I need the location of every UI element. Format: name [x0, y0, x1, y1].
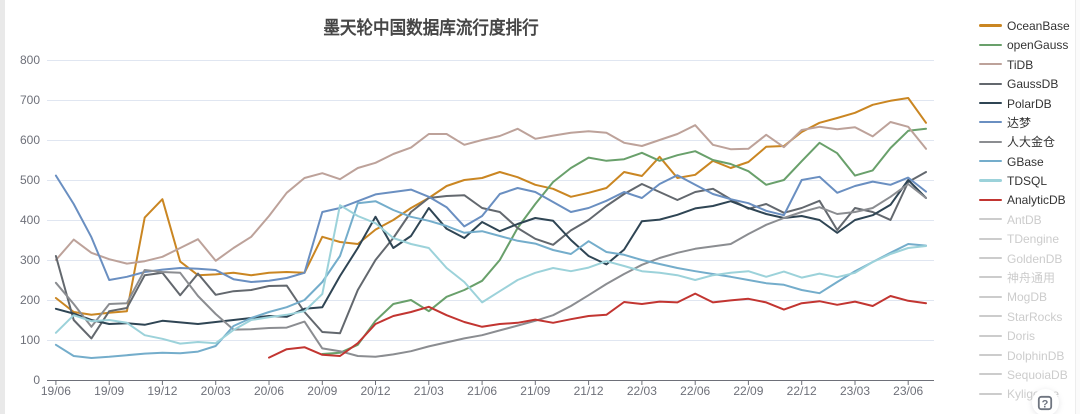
svg-text:200: 200: [20, 293, 40, 307]
svg-text:300: 300: [20, 253, 40, 267]
svg-text:19/06: 19/06: [41, 384, 71, 398]
svg-text:20/03: 20/03: [201, 384, 231, 398]
svg-text:20/09: 20/09: [307, 384, 337, 398]
svg-text:22/12: 22/12: [787, 384, 817, 398]
svg-text:400: 400: [20, 213, 40, 227]
svg-text:21/12: 21/12: [574, 384, 604, 398]
svg-text:0: 0: [33, 373, 40, 387]
svg-text:22/03: 22/03: [627, 384, 657, 398]
svg-text:19/09: 19/09: [94, 384, 124, 398]
svg-text:?: ?: [1042, 399, 1049, 411]
svg-text:500: 500: [20, 173, 40, 187]
svg-text:23/03: 23/03: [840, 384, 870, 398]
svg-text:20/12: 20/12: [360, 384, 390, 398]
svg-text:23/06: 23/06: [893, 384, 923, 398]
svg-text:19/12: 19/12: [147, 384, 177, 398]
svg-text:20/06: 20/06: [254, 384, 284, 398]
svg-text:800: 800: [20, 53, 40, 67]
svg-text:22/09: 22/09: [733, 384, 763, 398]
svg-text:21/09: 21/09: [520, 384, 550, 398]
svg-text:100: 100: [20, 333, 40, 347]
svg-text:21/06: 21/06: [467, 384, 497, 398]
svg-text:700: 700: [20, 93, 40, 107]
svg-text:22/06: 22/06: [680, 384, 710, 398]
svg-text:21/03: 21/03: [414, 384, 444, 398]
svg-text:600: 600: [20, 133, 40, 147]
